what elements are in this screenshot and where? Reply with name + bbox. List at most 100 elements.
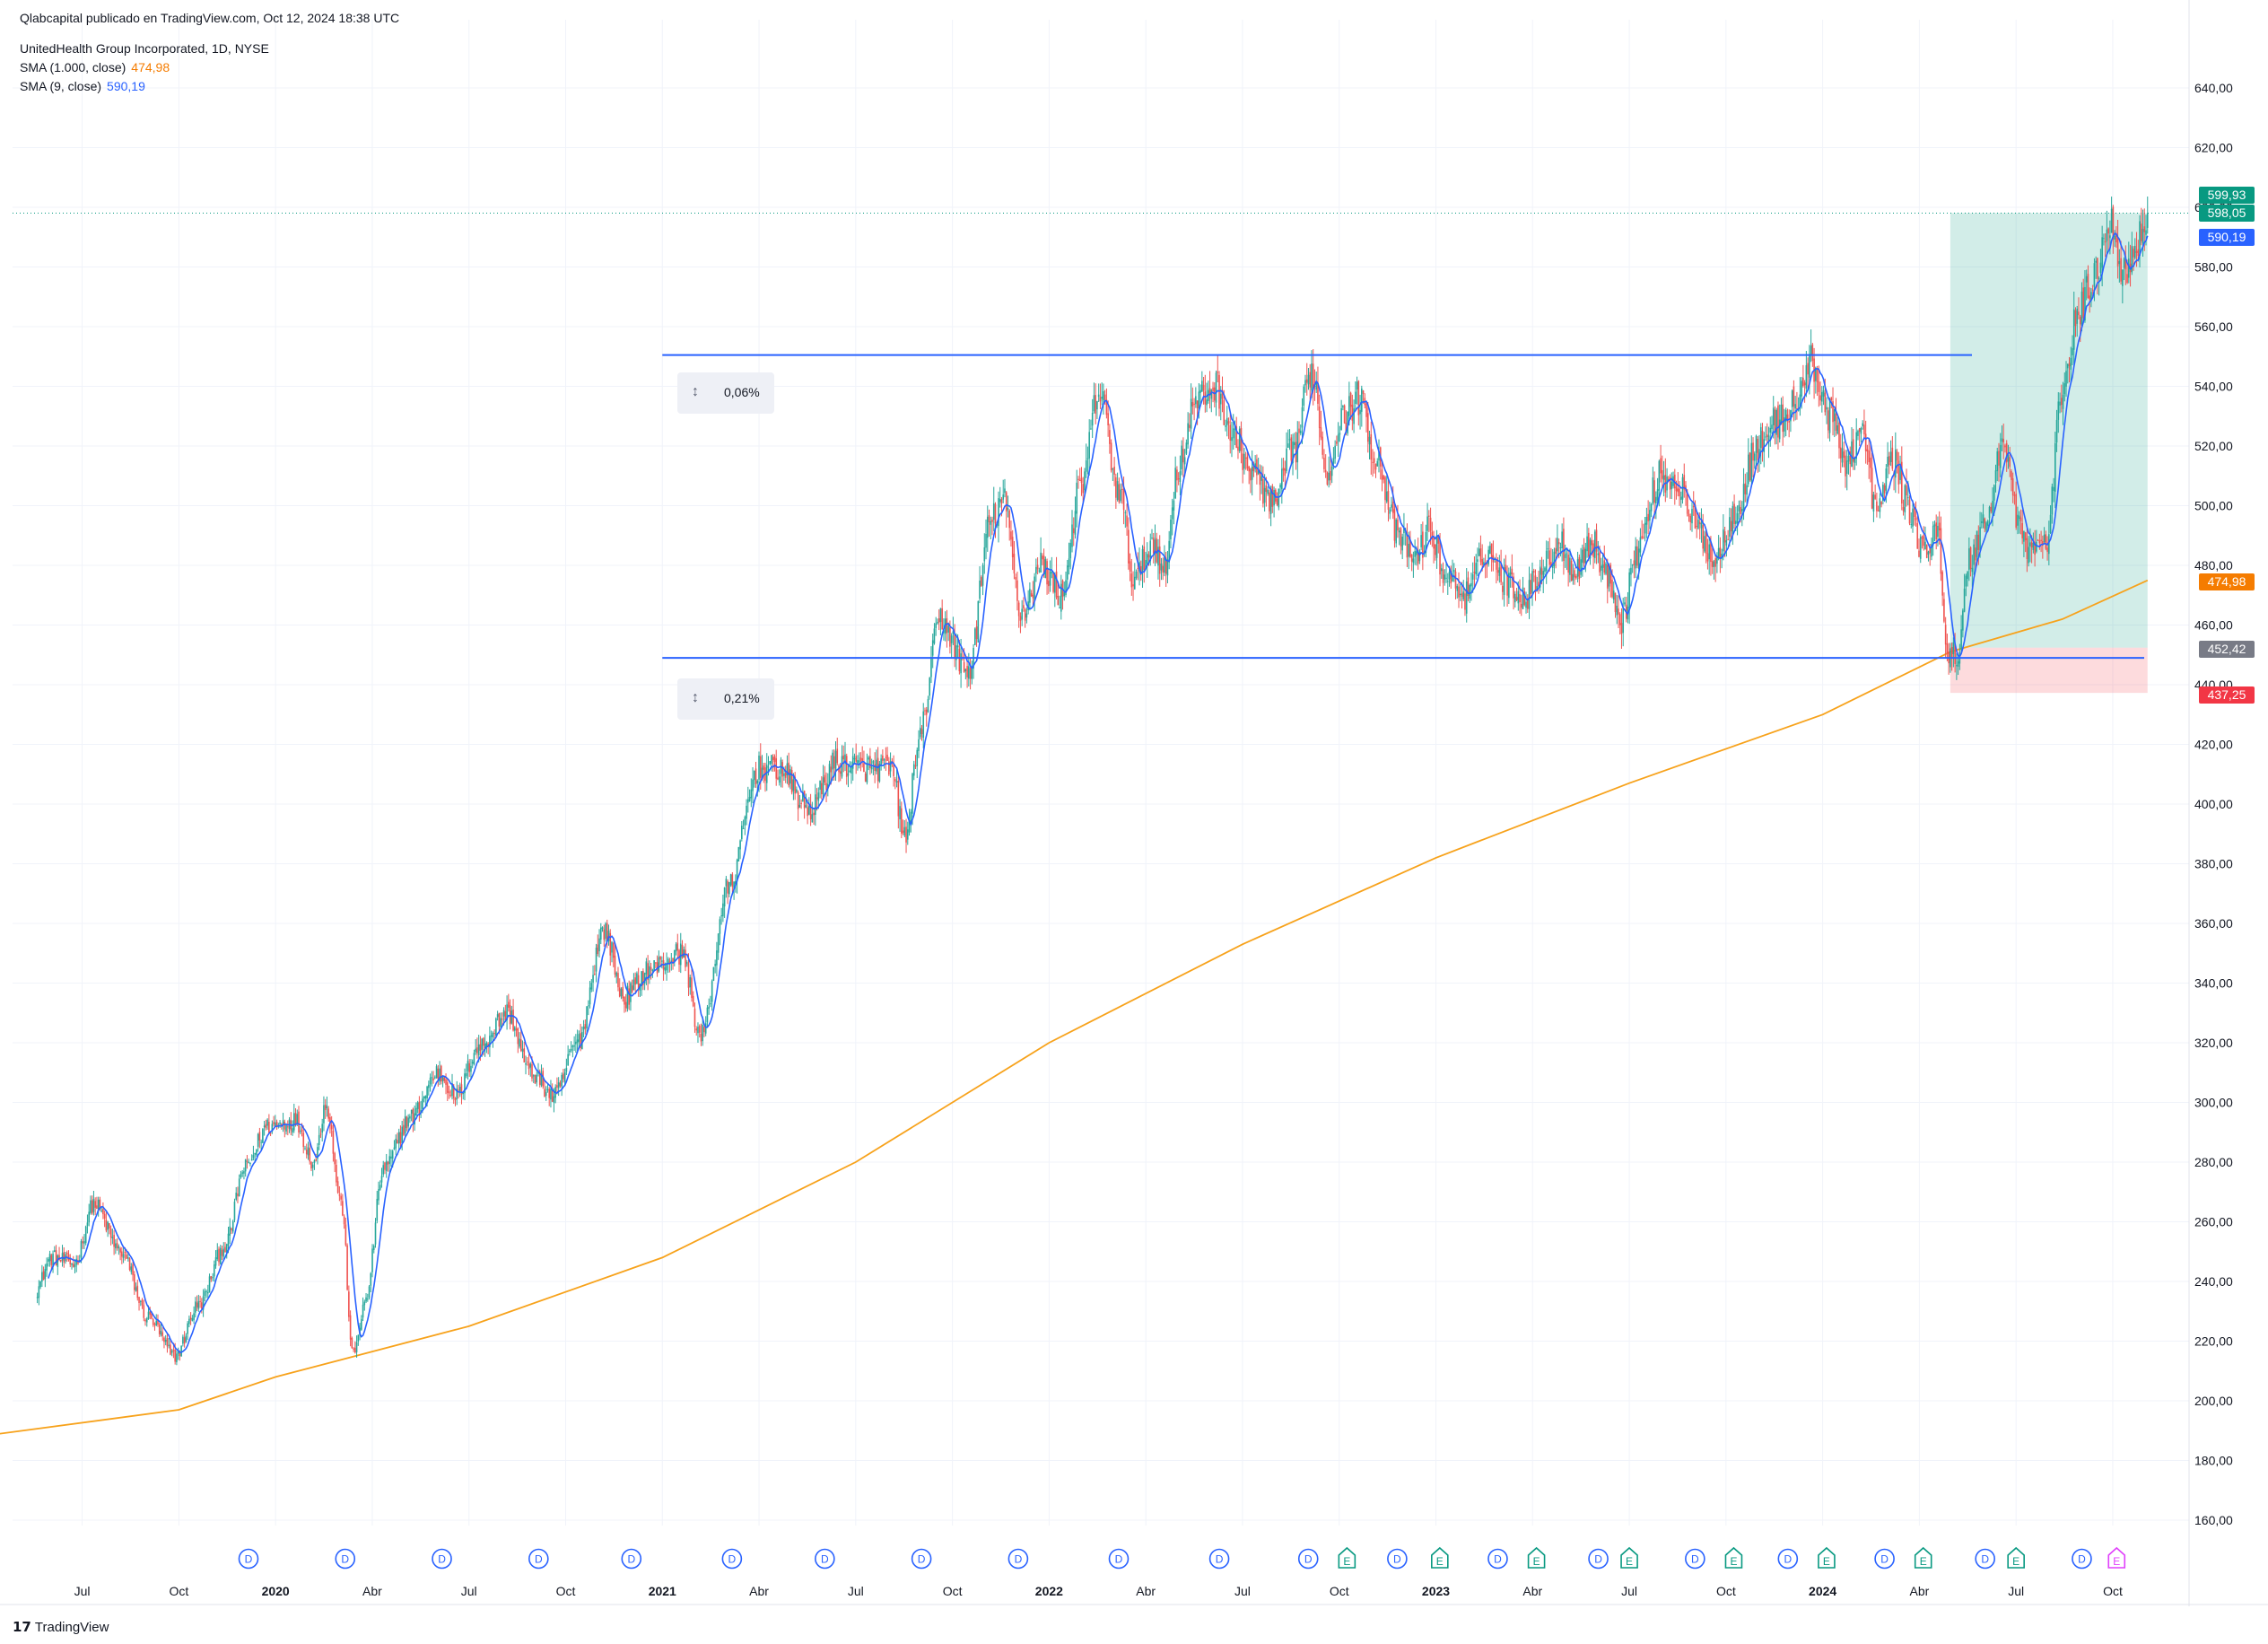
candle-body: [1908, 499, 1911, 524]
candle-body: [292, 1113, 295, 1131]
candle-body: [348, 1291, 350, 1317]
earnings-icon[interactable]: E: [1431, 1546, 1449, 1569]
y-tick-label: 580,00: [2194, 260, 2233, 275]
x-tick-label: Jul: [461, 1584, 477, 1598]
dividend-icon[interactable]: D: [1975, 1548, 1995, 1570]
candle-body: [416, 1102, 419, 1109]
dividend-icon[interactable]: D: [815, 1548, 835, 1570]
stop-loss-zone[interactable]: [1950, 647, 2148, 694]
candle-body: [1921, 537, 1923, 539]
candle-body: [1093, 395, 1095, 412]
dividend-icon[interactable]: D: [621, 1548, 642, 1570]
candle-body: [485, 1043, 488, 1046]
candle-body: [227, 1233, 230, 1246]
candle-body: [317, 1147, 318, 1159]
sma-long-legend[interactable]: SMA (1.000, close) 474,98: [20, 60, 175, 74]
sma-9-path[interactable]: [48, 232, 2149, 1353]
candle-body: [1212, 387, 1214, 392]
candle-body: [1435, 544, 1436, 555]
candle-body: [107, 1221, 109, 1230]
dividend-icon[interactable]: D: [721, 1548, 743, 1570]
candle-body: [2131, 246, 2133, 273]
candle-body: [1605, 563, 1607, 574]
candle-body: [1968, 548, 1970, 571]
sma-short-legend[interactable]: SMA (9, close) 590,19: [20, 79, 151, 93]
candle-body: [138, 1297, 140, 1304]
candle-body: [1301, 407, 1304, 428]
earnings-icon[interactable]: E: [1818, 1546, 1836, 1569]
candle-body: [1426, 516, 1428, 531]
candle-body: [1528, 580, 1531, 609]
candle-body: [825, 783, 827, 791]
candle-body: [1502, 585, 1504, 592]
candle-body: [1442, 569, 1444, 583]
dividend-icon[interactable]: D: [911, 1548, 932, 1570]
candle-body: [1960, 629, 1962, 649]
candle-body: [1752, 442, 1754, 461]
dividend-marker-letter: D: [535, 1553, 543, 1566]
candle-body: [483, 1037, 484, 1046]
candle-body: [285, 1125, 287, 1132]
measure-upper[interactable]: ↕ 0,06%: [677, 372, 774, 414]
profit-zone[interactable]: [1950, 213, 2148, 648]
earnings-icon[interactable]: E: [1724, 1546, 1743, 1569]
dividend-icon[interactable]: D: [1008, 1548, 1029, 1570]
candle-body: [1519, 593, 1521, 603]
candle-body: [1359, 409, 1361, 415]
dividend-icon[interactable]: D: [1387, 1548, 1408, 1570]
dividend-icon[interactable]: D: [432, 1548, 452, 1570]
dividend-icon[interactable]: D: [528, 1548, 549, 1570]
earnings-icon[interactable]: E: [1620, 1546, 1638, 1569]
candle-body: [432, 1078, 434, 1080]
candle-body: [1761, 431, 1764, 451]
dividend-icon[interactable]: D: [1297, 1548, 1319, 1570]
candle-body: [1368, 436, 1371, 445]
dividend-icon[interactable]: D: [1874, 1548, 1895, 1570]
candle-body: [903, 826, 906, 836]
earnings-icon[interactable]: E: [2007, 1546, 2025, 1569]
candle-body: [379, 1185, 381, 1190]
candle-body: [210, 1276, 213, 1280]
dividend-marker-letter: D: [918, 1553, 926, 1566]
dividend-icon[interactable]: D: [1487, 1548, 1508, 1570]
earnings-icon[interactable]: E: [1527, 1546, 1546, 1569]
dividend-icon[interactable]: D: [1588, 1548, 1609, 1570]
measure-lower[interactable]: ↕ 0,21%: [677, 678, 774, 720]
candle-body: [1658, 460, 1661, 491]
candle-body: [1080, 477, 1083, 484]
dividend-icon[interactable]: D: [238, 1548, 259, 1570]
y-tick-label: 320,00: [2194, 1036, 2233, 1050]
dividend-icon[interactable]: D: [335, 1548, 356, 1570]
candle-body: [119, 1248, 121, 1253]
candle-body: [1450, 570, 1452, 584]
dividend-icon[interactable]: D: [1208, 1548, 1230, 1570]
dividend-icon[interactable]: D: [2072, 1548, 2092, 1570]
earnings-icon[interactable]: E: [1914, 1546, 1932, 1569]
candle-body: [540, 1072, 543, 1086]
candle-body: [521, 1048, 524, 1052]
candle-body: [1830, 397, 1833, 401]
candle-body: [2015, 494, 2017, 528]
sma-1000-path[interactable]: [0, 579, 2149, 1448]
y-tick-label: 460,00: [2194, 618, 2233, 633]
earnings-icon[interactable]: E: [2107, 1546, 2126, 1569]
dividend-icon[interactable]: D: [1777, 1548, 1799, 1570]
candle-body: [258, 1132, 261, 1141]
dividend-marker-circle: [335, 1548, 356, 1570]
candle-body: [2055, 419, 2058, 443]
earnings-icon[interactable]: E: [1338, 1546, 1356, 1569]
candle-body: [406, 1116, 408, 1129]
candle-body: [1132, 584, 1134, 587]
dividend-icon[interactable]: D: [1108, 1548, 1130, 1570]
candle-body: [2133, 249, 2134, 258]
candle-body: [1452, 574, 1453, 582]
price-tag: 599,93: [2199, 187, 2255, 204]
candle-body: [1835, 413, 1837, 431]
candle-body: [1475, 563, 1477, 575]
candle-body: [1622, 607, 1625, 634]
candle-body: [1428, 515, 1430, 517]
measure-icon: ↕: [692, 384, 699, 399]
dividend-icon[interactable]: D: [1685, 1548, 1705, 1570]
candle-body: [531, 1063, 533, 1079]
